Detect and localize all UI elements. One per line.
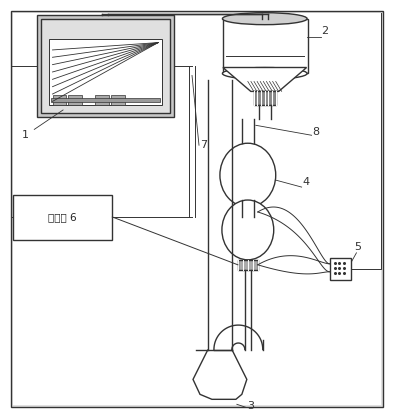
Text: 控制器 6: 控制器 6 <box>48 212 77 222</box>
Text: 3: 3 <box>247 401 254 411</box>
Bar <box>238 207 258 217</box>
Bar <box>223 19 308 74</box>
Text: 1: 1 <box>22 110 63 140</box>
Text: 4: 4 <box>303 177 310 187</box>
Text: 8: 8 <box>312 127 320 137</box>
Text: 2: 2 <box>322 25 329 36</box>
Text: 5: 5 <box>355 242 361 252</box>
Bar <box>13 195 112 240</box>
Bar <box>254 92 276 105</box>
Ellipse shape <box>222 13 307 25</box>
Bar <box>95 95 109 105</box>
Bar <box>50 98 160 102</box>
Text: 7: 7 <box>200 140 207 150</box>
Ellipse shape <box>222 200 274 260</box>
Bar <box>48 38 162 105</box>
Bar <box>111 95 125 105</box>
Polygon shape <box>223 67 307 92</box>
Bar <box>69 95 82 105</box>
Ellipse shape <box>220 143 276 207</box>
Ellipse shape <box>222 67 307 79</box>
Bar <box>238 260 258 270</box>
Bar <box>52 95 67 105</box>
Bar <box>37 15 174 117</box>
Bar <box>329 258 351 280</box>
Bar <box>41 19 170 113</box>
